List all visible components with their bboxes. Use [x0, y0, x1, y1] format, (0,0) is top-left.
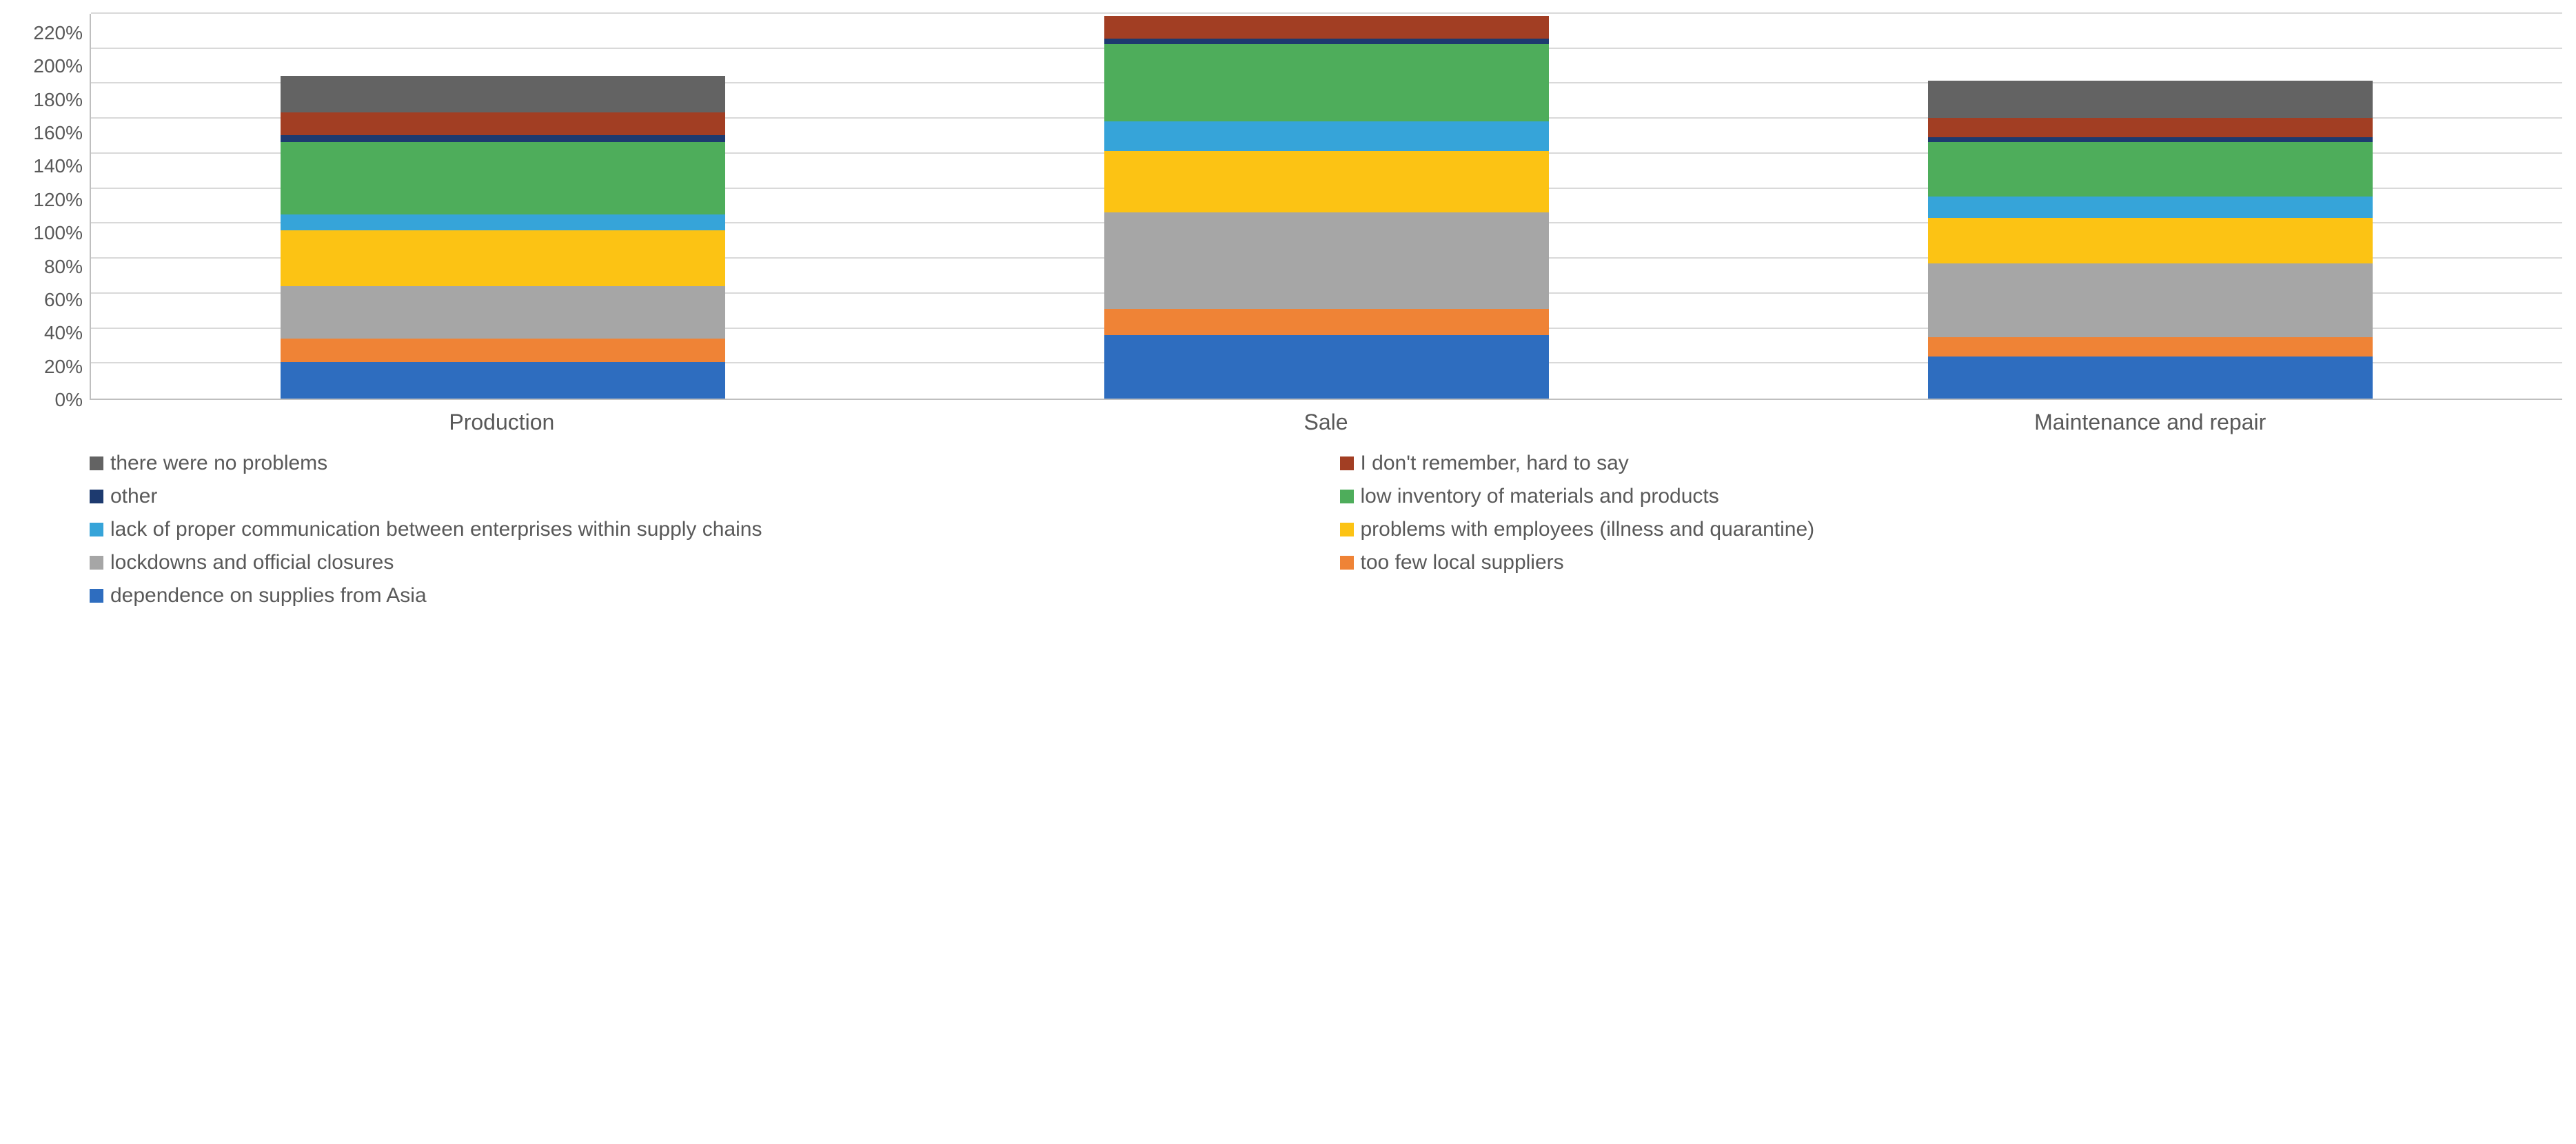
legend-swatch [1340, 523, 1354, 536]
bar-segment-no_problems [1928, 81, 2373, 117]
legend-swatch [90, 556, 103, 570]
y-axis: 0%20%40%60%80%100%120%140%160%180%200%22… [14, 14, 90, 400]
bar-segment-low_inv [281, 142, 725, 214]
stacked-bar [1928, 81, 2373, 399]
y-tick-label: 80% [44, 257, 83, 277]
y-tick-label: 20% [44, 357, 83, 377]
bar-segment-few_local [281, 339, 725, 361]
bar-segment-comm [281, 214, 725, 230]
x-axis-label: Production [90, 400, 914, 435]
bar-segment-comm [1928, 197, 2373, 218]
legend-swatch [1340, 456, 1354, 470]
legend-swatch [90, 523, 103, 536]
legend: there were no problems I don't remember, … [90, 452, 2562, 608]
bar-segment-employees [281, 230, 725, 286]
legend-item-dont_rem: I don't remember, hard to say [1340, 452, 2563, 475]
legend-item-no_problems: there were no problems [90, 452, 1312, 475]
bar-segment-lockdowns [1104, 212, 1549, 309]
legend-label: lack of proper communication between ent… [110, 518, 762, 541]
bar-segment-low_inv [1928, 142, 2373, 197]
bar-segment-dependence [1928, 357, 2373, 399]
bar-slot [915, 14, 1738, 399]
bar-segment-no_problems [281, 76, 725, 112]
bar-segment-dont_rem [1104, 16, 1549, 39]
bar-segment-few_local [1928, 337, 2373, 357]
y-tick-label: 220% [33, 23, 83, 43]
y-tick-label: 200% [33, 57, 83, 76]
legend-item-few_local: too few local suppliers [1340, 551, 2563, 574]
bar-segment-other [1104, 39, 1549, 44]
legend-label: problems with employees (illness and qua… [1361, 518, 1815, 541]
legend-swatch [90, 490, 103, 503]
bar-segment-dependence [1104, 335, 1549, 399]
bar-segment-lockdowns [281, 286, 725, 339]
stacked-bar [281, 76, 725, 399]
legend-label: low inventory of materials and products [1361, 485, 1719, 508]
bar-segment-other [281, 135, 725, 142]
bar-slot [1738, 14, 2562, 399]
legend-swatch [90, 589, 103, 603]
legend-item-comm: lack of proper communication between ent… [90, 518, 1312, 541]
bar-segment-dont_rem [1928, 118, 2373, 137]
legend-label: lockdowns and official closures [110, 551, 394, 574]
bar-segment-other [1928, 137, 2373, 143]
stacked-bar [1104, 16, 1549, 399]
legend-swatch [90, 456, 103, 470]
bar-segment-lockdowns [1928, 263, 2373, 337]
x-axis-label: Sale [914, 400, 1738, 435]
x-axis: ProductionSaleMaintenance and repair [90, 400, 2562, 435]
legend-swatch [1340, 490, 1354, 503]
y-tick-label: 0% [55, 390, 83, 410]
x-axis-label: Maintenance and repair [1738, 400, 2562, 435]
legend-item-dependence: dependence on supplies from Asia [90, 584, 1312, 608]
bar-slot [91, 14, 915, 399]
legend-label: too few local suppliers [1361, 551, 1564, 574]
bar-segment-employees [1928, 218, 2373, 263]
y-tick-label: 140% [33, 157, 83, 176]
stacked-bar-chart: 0% 20% 40% 60% 80% 100% 120% 140% 160% 180% 200% 22… [14, 14, 2562, 608]
legend-label: there were no problems [110, 452, 327, 475]
bar-segment-low_inv [1104, 44, 1549, 121]
bar-segment-dont_rem [281, 112, 725, 135]
legend-swatch [1340, 556, 1354, 570]
legend-label: other [110, 485, 157, 508]
plot-row: 0%20%40%60%80%100%120%140%160%180%200%22… [14, 14, 2562, 400]
y-tick-label: 100% [33, 223, 83, 243]
bar-segment-employees [1104, 151, 1549, 212]
legend-label: I don't remember, hard to say [1361, 452, 1629, 475]
bars-container [91, 14, 2562, 399]
y-tick-label: 40% [44, 323, 83, 343]
y-tick-label: 180% [33, 90, 83, 110]
bar-segment-few_local [1104, 309, 1549, 335]
y-tick-label: 120% [33, 190, 83, 210]
plot-area [90, 14, 2562, 400]
bar-segment-dependence [281, 362, 725, 399]
legend-item-lockdowns: lockdowns and official closures [90, 551, 1312, 574]
legend-item-employees: problems with employees (illness and qua… [1340, 518, 2563, 541]
legend-item-low_inv: low inventory of materials and products [1340, 485, 2563, 508]
legend-item-other: other [90, 485, 1312, 508]
y-tick-label: 60% [44, 290, 83, 310]
bar-segment-comm [1104, 121, 1549, 151]
y-tick-label: 160% [33, 123, 83, 143]
legend-label: dependence on supplies from Asia [110, 584, 427, 608]
